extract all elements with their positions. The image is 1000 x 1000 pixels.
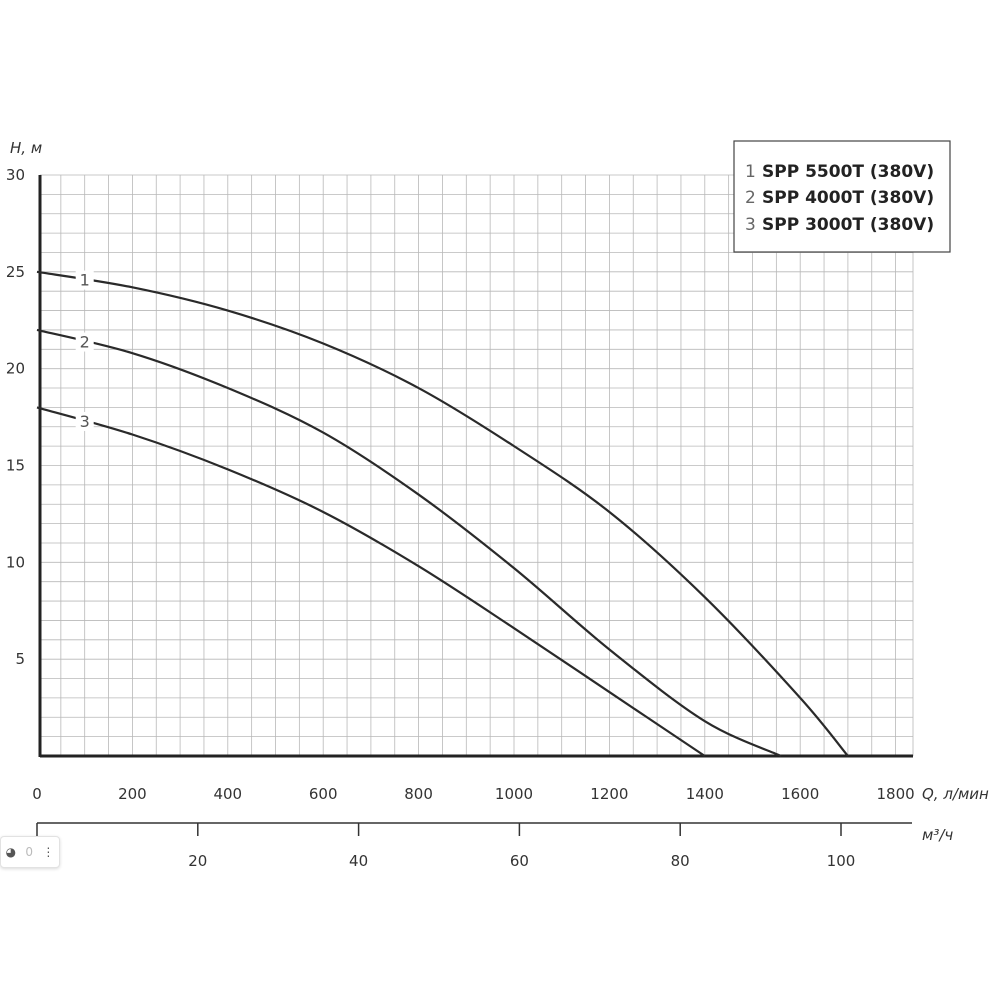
y-tick-label: 15 [6, 457, 25, 475]
x-tick-label: 1200 [590, 785, 628, 803]
x-tick-label: 1600 [781, 785, 819, 803]
secondary-tick-label: 40 [349, 852, 368, 870]
secondary-x-axis: 20 40 60 80 100 [36, 822, 912, 870]
series-curves [36, 270, 849, 758]
legend: 1 SPP 5500T (380V) 2 SPP 4000T (380V) 3 … [733, 140, 951, 253]
series-label-bg-2 [75, 332, 94, 352]
legend-item-1-text: SPP 5500T (380V) [762, 162, 934, 182]
series-curve-1 [36, 270, 849, 757]
camera-icon[interactable]: ◕ [5, 845, 17, 859]
secondary-tick-label: 20 [188, 852, 207, 870]
series-label-bg-1 [75, 270, 94, 290]
series-label-2: 2 [80, 333, 90, 352]
y-tick-label: 20 [6, 360, 25, 378]
series-label-1: 1 [80, 271, 90, 290]
y-axis-title: H, м [10, 139, 42, 157]
secondary-tick-label: 60 [510, 852, 529, 870]
series-curve-2 [36, 328, 782, 758]
secondary-zero-label: 0 [25, 845, 34, 859]
series-curve-3 [36, 406, 706, 757]
series-label-bg-3 [75, 411, 94, 431]
x-tick-label: 200 [118, 785, 147, 803]
secondary-axis-title: м³/ч [922, 826, 953, 844]
legend-box [733, 140, 951, 253]
y-tick-label: 30 [6, 166, 25, 184]
legend-item-3-num: 3 [745, 215, 756, 235]
x-axis-ticks: 0 200 400 600 800 1000 1200 1400 1600 1800 [32, 785, 914, 803]
chart-axes [38, 175, 913, 758]
x-tick-label: 1000 [495, 785, 533, 803]
x-tick-label: 400 [213, 785, 242, 803]
x-tick-label: 1400 [686, 785, 724, 803]
x-tick-label: 800 [404, 785, 433, 803]
y-tick-label: 5 [15, 650, 25, 668]
more-vertical-icon[interactable]: ⋮ [42, 845, 55, 859]
x-tick-label: 0 [32, 785, 42, 803]
x-tick-label: 1800 [877, 785, 915, 803]
x-axis-title: Q, л/мин [922, 785, 989, 803]
legend-item-2-text: SPP 4000T (380V) [762, 188, 934, 208]
legend-item-3-text: SPP 3000T (380V) [762, 215, 934, 235]
series-label-3: 3 [80, 412, 90, 431]
secondary-tick-label: 80 [671, 852, 690, 870]
secondary-tick-label: 100 [827, 852, 856, 870]
image-viewer-widget[interactable]: ◕ 0 ⋮ [0, 836, 60, 868]
y-tick-label: 25 [6, 263, 25, 281]
legend-item-2-num: 2 [745, 188, 756, 208]
legend-item-1-num: 1 [745, 162, 756, 182]
y-axis-ticks: 5 10 15 20 25 30 [6, 166, 25, 668]
y-tick-label: 10 [6, 553, 25, 571]
series-labels: 1 2 3 [75, 270, 94, 431]
x-tick-label: 600 [309, 785, 338, 803]
chart-grid [40, 174, 914, 757]
